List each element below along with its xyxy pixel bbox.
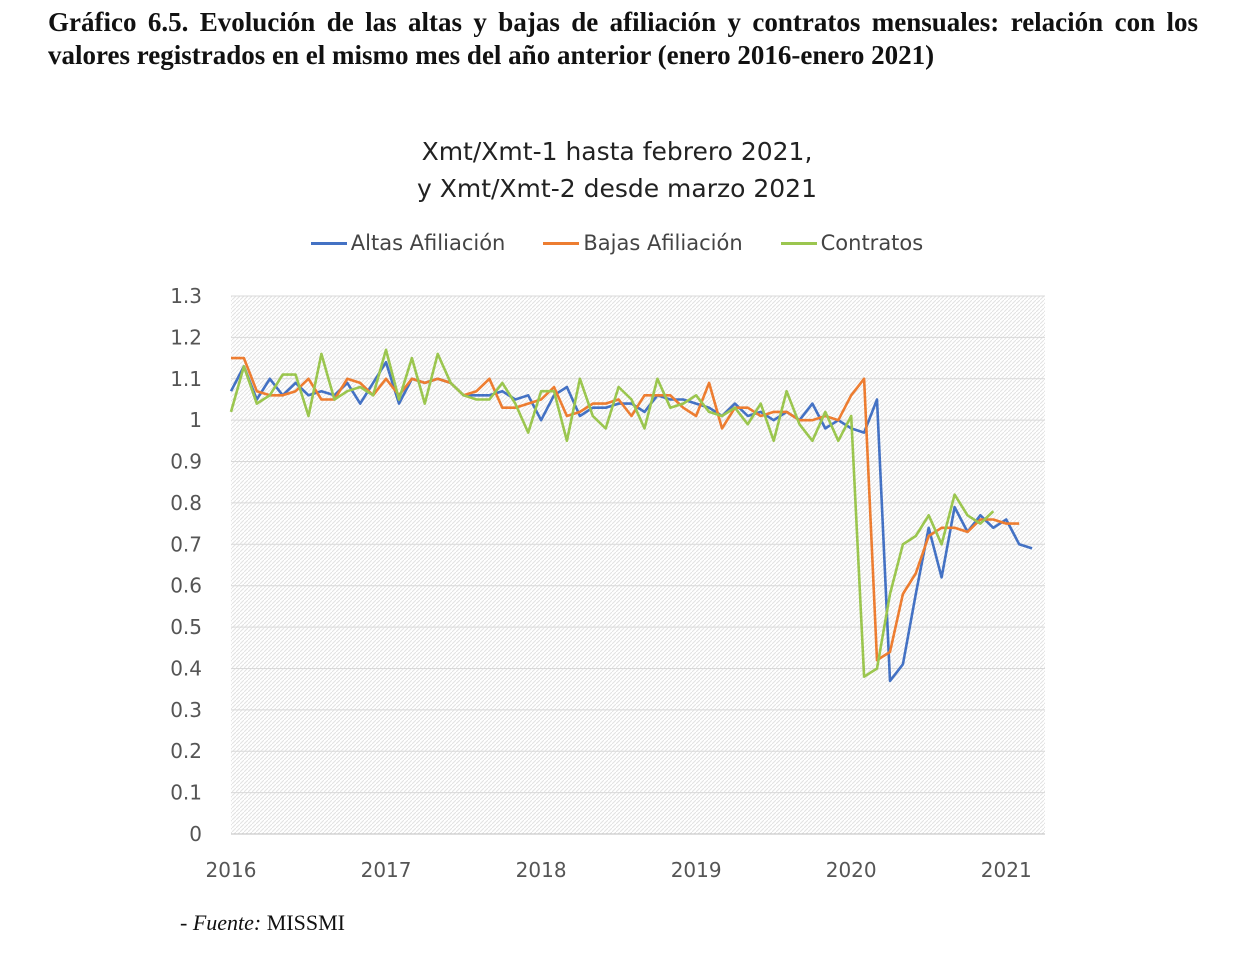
- y-tick-label: 0: [189, 822, 202, 846]
- y-tick-label: 0.8: [170, 491, 202, 515]
- plot-area-background: [231, 296, 1045, 834]
- series-lines: [229, 348, 1033, 683]
- series-line-1: [229, 360, 1033, 683]
- legend-swatch-contratos: [780, 241, 817, 245]
- y-tick-label: 0.7: [170, 532, 202, 556]
- chart-legend: Altas Afiliación Bajas Afiliación Contra…: [0, 231, 1234, 255]
- y-tick-label: 1.3: [170, 284, 202, 308]
- legend-item-contratos: Contratos: [780, 231, 924, 255]
- legend-label-contratos: Contratos: [820, 231, 924, 255]
- chart-title-line-1: Xmt/Xmt-1 hasta febrero 2021,: [421, 137, 813, 166]
- x-tick-label: 2021: [981, 858, 1032, 882]
- legend-item-altas: Altas Afiliación: [310, 231, 506, 255]
- x-tick-label: 2019: [671, 858, 722, 882]
- legend-label-altas: Altas Afiliación: [350, 231, 506, 255]
- x-tick-label: 2020: [826, 858, 877, 882]
- figure-heading: Gráfico 6.5. Evolución de las altas y ba…: [48, 7, 1198, 70]
- y-tick-label: 0.5: [170, 615, 202, 639]
- y-tick-label: 1.2: [170, 325, 202, 349]
- x-axis-ticks: 2016 2017 2018 2019 2020 2021: [206, 858, 1032, 882]
- legend-swatch-altas: [310, 241, 347, 245]
- y-tick-label: 0.2: [170, 739, 202, 763]
- source-note: - Fuente: MISSMI: [180, 910, 345, 936]
- legend-swatch-bajas: [543, 241, 580, 245]
- x-tick-label: 2018: [516, 858, 567, 882]
- y-tick-label: 0.9: [170, 450, 202, 474]
- series-line-3: [229, 348, 995, 679]
- legend-label-bajas: Bajas Afiliación: [583, 231, 743, 255]
- series-line-2: [231, 356, 1020, 662]
- y-tick-label: 0.6: [170, 574, 202, 598]
- x-tick-label: 2016: [206, 858, 257, 882]
- y-tick-label: 1.1: [170, 367, 202, 391]
- y-tick-label: 0.3: [170, 698, 202, 722]
- y-axis-ticks: 0 0.1 0.2 0.3 0.4 0.5 0.6 0.7 0.8 0.9 1 1.1 1.2 1.3: [170, 284, 202, 846]
- source-value: MISSMI: [261, 910, 345, 935]
- line-chart: 0 0.1 0.2 0.3 0.4 0.5 0.6 0.7 0.8 0.9 1 1.1 1.2 1.3 2…: [170, 284, 1045, 882]
- legend-item-bajas: Bajas Afiliación: [543, 231, 743, 255]
- x-tick-label: 2017: [361, 858, 412, 882]
- source-label: Fuente:: [192, 910, 262, 935]
- source-prefix: -: [180, 910, 193, 935]
- chart-title-line-2: y Xmt/Xmt-2 desde marzo 2021: [416, 174, 817, 203]
- y-tick-label: 1: [189, 408, 202, 432]
- y-tick-label: 0.1: [170, 781, 202, 805]
- y-tick-label: 0.4: [170, 656, 202, 680]
